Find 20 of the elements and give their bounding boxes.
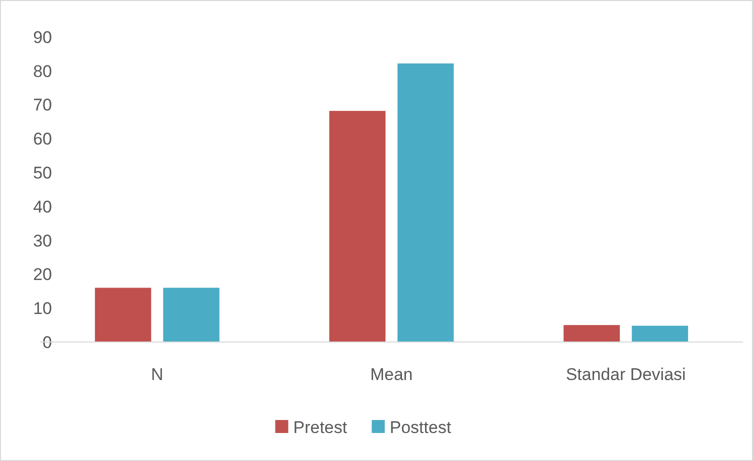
legend-label: Posttest [390,418,452,437]
y-tick-label: 10 [33,299,52,318]
bar [398,63,454,342]
bar [163,288,220,342]
y-tick-label: 30 [33,231,52,250]
y-tick-label: 70 [33,96,52,115]
bar [94,288,152,342]
bar [632,326,688,342]
bar [329,110,386,342]
y-tick-label: 20 [33,265,52,284]
x-tick-label: Mean [370,365,413,384]
y-tick-label: 90 [33,28,52,47]
x-tick-label: N [151,365,164,384]
legend-label: Pretest [293,418,348,437]
bar [564,325,620,342]
x-tick-label: Standar Deviasi [566,365,686,384]
y-tick-label: 80 [33,62,52,81]
y-tick-label: 50 [33,164,52,183]
y-tick-label: 60 [33,130,52,149]
y-tick-label: 40 [33,197,52,216]
